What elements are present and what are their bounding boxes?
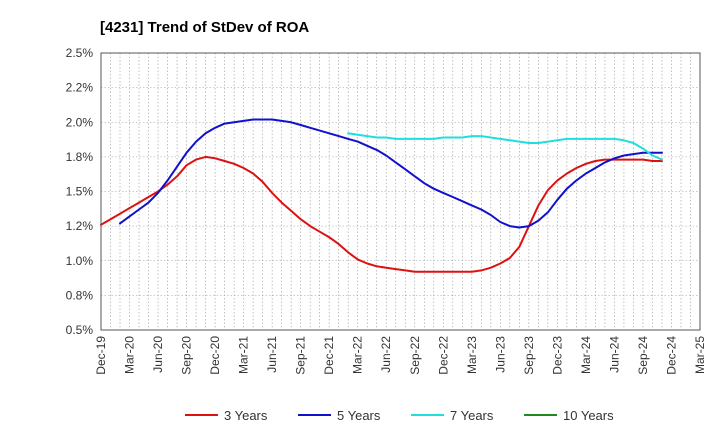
x-tick-label: Jun-22 — [379, 336, 393, 373]
y-tick-label: 2.0% — [66, 115, 94, 129]
series-line-5-years — [119, 118, 663, 229]
x-tick-label: Sep-22 — [408, 336, 422, 375]
y-tick-label: 0.5% — [66, 323, 94, 337]
legend-label: 3 Years — [224, 408, 268, 423]
x-tick-label: Jun-24 — [607, 336, 621, 373]
legend-label: 5 Years — [337, 408, 381, 423]
series-line-7-years — [347, 132, 663, 161]
x-tick-label: Sep-20 — [180, 336, 194, 375]
y-tick-label: 1.2% — [66, 219, 94, 233]
y-tick-label: 2.5% — [66, 46, 94, 60]
series-line-3-years — [100, 155, 663, 273]
legend-label: 10 Years — [563, 408, 614, 423]
chart-title: [4231] Trend of StDev of ROA — [100, 19, 309, 36]
x-tick-label: Dec-20 — [208, 336, 222, 375]
y-tick-label: 1.5% — [66, 185, 94, 199]
x-tick-label: Sep-23 — [522, 336, 536, 375]
y-tick-label: 0.8% — [66, 288, 94, 302]
y-tick-label: 2.2% — [66, 81, 94, 95]
y-tick-label: 1.8% — [66, 150, 94, 164]
plot-border — [100, 52, 701, 331]
x-tick-label: Dec-21 — [322, 336, 336, 375]
x-tick-label: Mar-25 — [693, 336, 707, 374]
plot-area: 0.5% 0.8% 1.0% 1.2% 1.5% 1.8% 2.0% 2.2% 2.5% Dec-… — [66, 46, 707, 375]
x-tick-label: Jun-21 — [265, 336, 279, 373]
x-tick-label: Dec-23 — [550, 336, 564, 375]
x-tick-label: Mar-21 — [237, 336, 251, 374]
x-tick-label: Sep-21 — [294, 336, 308, 375]
x-tick-label: Sep-24 — [636, 336, 650, 375]
legend: 3 Years 5 Years 7 Years 10 Years — [185, 408, 614, 423]
x-tick-label: Dec-24 — [664, 336, 678, 375]
y-tick-label: 1.0% — [66, 254, 94, 268]
x-tick-label: Jun-20 — [151, 336, 165, 373]
x-tick-label: Mar-22 — [351, 336, 365, 374]
legend-label: 7 Years — [450, 408, 494, 423]
x-tick-label: Mar-20 — [123, 336, 137, 374]
plot-background — [101, 53, 700, 330]
x-tick-label: Mar-23 — [465, 336, 479, 374]
x-tick-label: Mar-24 — [579, 336, 593, 374]
x-tick-label: Dec-22 — [436, 336, 450, 375]
x-tick-label: Dec-19 — [94, 336, 108, 375]
x-tick-label: Jun-23 — [493, 336, 507, 373]
